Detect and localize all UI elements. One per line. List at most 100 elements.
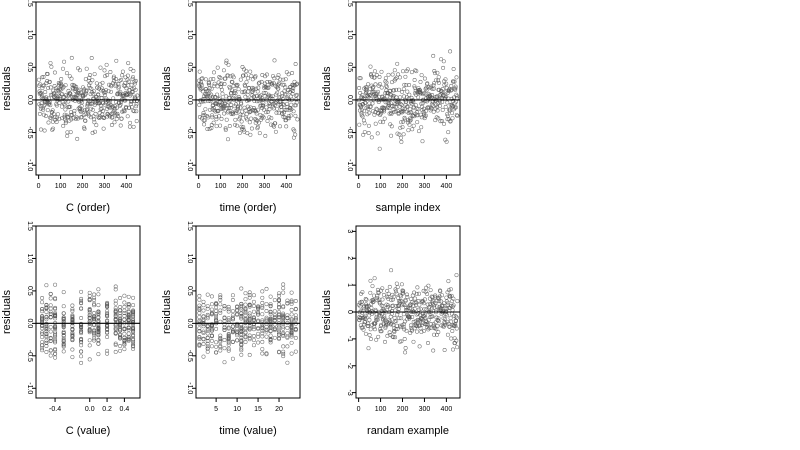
data-point — [42, 128, 47, 133]
data-point — [92, 120, 97, 125]
data-point — [118, 328, 123, 333]
data-point — [289, 102, 294, 107]
data-point — [53, 93, 58, 98]
data-point — [96, 327, 101, 332]
data-point — [45, 72, 50, 76]
data-point — [258, 117, 263, 122]
data-point — [53, 297, 58, 302]
data-point — [382, 105, 387, 110]
data-point — [247, 315, 252, 320]
data-point — [37, 111, 42, 116]
y-tick-label: -1.0 — [186, 159, 193, 171]
data-point — [223, 126, 228, 131]
y-tick-label: 0 — [346, 310, 353, 314]
data-point — [241, 127, 246, 132]
data-point — [40, 307, 45, 311]
data-point — [117, 91, 122, 96]
data-point — [289, 301, 294, 306]
y-tick-label: -2 — [346, 363, 353, 369]
data-point — [252, 94, 257, 99]
data-point — [439, 299, 444, 304]
data-point — [235, 338, 240, 343]
data-point — [277, 332, 281, 337]
data-point — [44, 332, 49, 336]
points-6 — [356, 268, 460, 355]
data-point — [46, 120, 51, 125]
data-point — [251, 316, 256, 321]
data-point — [379, 85, 384, 90]
data-point — [360, 114, 365, 119]
data-point — [408, 303, 413, 308]
data-point — [87, 329, 92, 334]
x-tick-label: 300 — [99, 183, 111, 190]
data-point — [384, 294, 389, 299]
data-point — [65, 130, 70, 135]
data-point — [40, 326, 45, 331]
data-point — [382, 316, 387, 321]
data-point — [214, 301, 219, 306]
data-point — [413, 68, 418, 73]
data-point — [283, 92, 288, 97]
data-point — [239, 124, 244, 129]
data-point — [272, 322, 277, 327]
data-point — [222, 360, 227, 365]
data-point — [451, 347, 455, 352]
data-point — [362, 121, 367, 126]
data-point — [357, 122, 362, 127]
x-tick-label: 10 — [233, 406, 241, 413]
data-point — [41, 75, 46, 79]
data-point — [436, 316, 441, 321]
data-point — [53, 337, 58, 342]
data-point — [92, 338, 97, 343]
data-point — [254, 111, 259, 116]
data-point — [368, 327, 373, 332]
data-point — [450, 116, 455, 121]
data-point — [444, 299, 449, 304]
data-point — [61, 349, 66, 354]
data-point — [400, 89, 405, 94]
data-point — [94, 81, 99, 86]
y-tick-label: 0.0 — [346, 95, 353, 105]
data-point — [430, 86, 435, 91]
data-point — [112, 120, 117, 125]
data-point — [209, 334, 214, 339]
data-point — [236, 87, 241, 92]
data-point — [66, 105, 71, 110]
data-point — [131, 310, 136, 315]
data-point — [397, 132, 402, 137]
data-point — [75, 136, 80, 141]
data-point — [246, 76, 250, 81]
data-point — [241, 125, 246, 130]
data-point — [287, 116, 291, 121]
data-point — [235, 331, 240, 336]
data-point — [376, 334, 381, 339]
data-point — [280, 102, 285, 106]
data-point — [197, 320, 202, 325]
data-point — [429, 325, 434, 330]
y-tick-label: 0.5 — [346, 62, 353, 72]
data-point — [230, 356, 235, 361]
data-point — [281, 324, 286, 329]
data-point — [453, 86, 458, 91]
data-point — [40, 348, 45, 353]
data-point — [455, 345, 460, 350]
data-point — [230, 315, 235, 320]
data-point — [79, 354, 84, 359]
data-point — [239, 315, 244, 320]
data-point — [131, 313, 136, 318]
data-point — [451, 79, 456, 84]
data-point — [105, 73, 110, 77]
data-point — [70, 320, 75, 325]
data-point — [253, 117, 258, 121]
data-point — [361, 97, 366, 101]
data-point — [205, 306, 210, 311]
data-point — [428, 322, 433, 326]
data-point — [277, 328, 281, 333]
data-point — [422, 328, 426, 333]
data-point — [239, 348, 244, 353]
data-point — [243, 297, 248, 302]
data-point — [122, 347, 127, 352]
data-point — [126, 327, 131, 332]
data-point — [69, 76, 74, 81]
data-point — [79, 306, 84, 311]
